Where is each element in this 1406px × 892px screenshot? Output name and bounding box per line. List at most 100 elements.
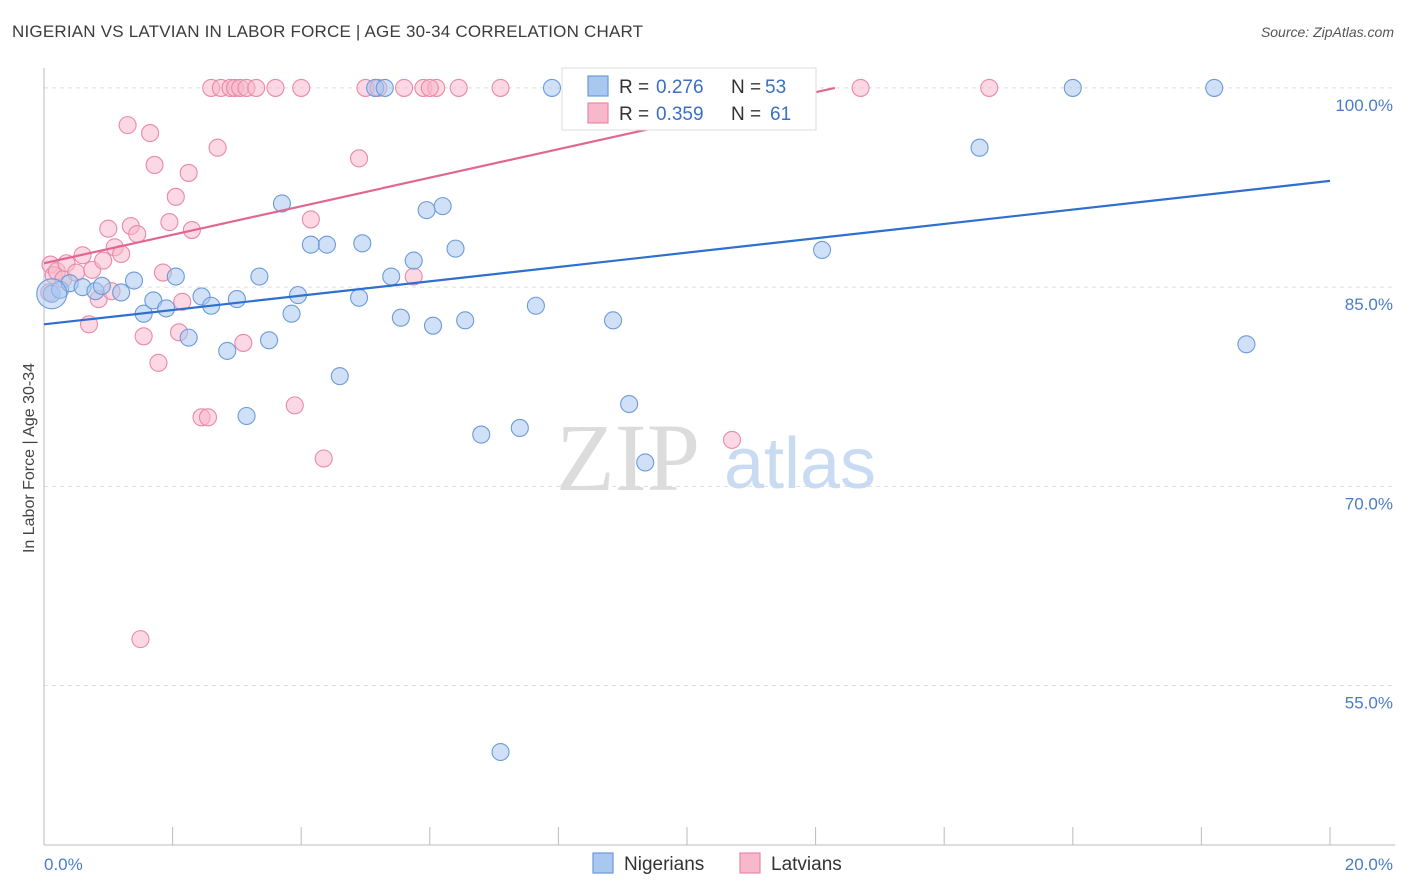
nigerian-point [491,742,510,762]
latvian-point [851,78,870,97]
watermark-zip: ZIP [556,404,700,511]
nigerian-point [237,406,256,426]
nigerian-point [542,78,562,97]
latvian-point [301,210,320,229]
nigerian-point [166,267,185,286]
x-tick-label: 0.0% [44,855,83,874]
bottom-legend-swatch-nigerians [592,852,614,874]
nigerian-point [330,367,349,386]
nigerian-point [456,311,475,330]
legend-swatch-latvians [587,102,609,124]
latvian-point [131,630,150,649]
gridlines [44,87,1395,687]
latvian-point [94,251,113,270]
latvian-point [160,213,179,232]
nigerian-point [250,267,269,286]
watermark-atlas: atlas [724,424,876,504]
nigerian-point [227,290,246,309]
nigerian-point [604,311,623,330]
legend-n-label: N = [731,77,761,98]
nigerian-point [636,453,655,472]
nigerian-point [510,418,529,437]
latvian-point [145,155,164,175]
nigerian-point [472,425,491,444]
y-tick-labels: 100.0% 85.0% 70.0% 55.0% [1335,96,1393,713]
legend-box: R = 0.276 N = 53 R = 0.359 N = 61 [561,67,817,131]
latvian-point [285,396,304,415]
legend-r-value: 0.359 [656,104,704,125]
latvian-point [980,78,999,97]
bottom-legend: Nigerians Latvians [592,852,842,875]
latvian-point [173,292,192,311]
latvian-point [234,333,253,352]
latvian-point [722,430,742,449]
nigerian-point [112,283,131,302]
nigerian-point [404,251,423,270]
watermark: ZIP atlas [556,404,876,511]
chart-source: Source: ZipAtlas.com [1260,24,1394,40]
nigerian-point [391,308,410,327]
latvian-point [266,78,285,97]
nigerian-point [218,341,237,360]
latvian-point [128,224,147,244]
nigerian-point [1205,78,1224,97]
nigerian-point [417,201,436,220]
y-tick-label: 55.0% [1345,694,1393,713]
nigerian-point [812,240,832,260]
bottom-legend-nigerians: Nigerians [624,854,704,875]
nigerian-point [375,78,394,97]
latvian-point [118,116,137,135]
latvian-point [449,78,468,97]
nigerian-point [259,331,279,350]
latvian-point [149,353,168,372]
x-tick-labels: 0.0% 20.0% [44,855,1393,874]
latvian-point [134,327,153,346]
nigerian-point [382,267,401,286]
nigerian-point [353,234,372,253]
legend-r-label: R = [619,77,649,98]
nigerian-point [282,304,301,323]
legend-n-label: N = [731,104,761,125]
y-tick-label: 85.0% [1345,295,1393,314]
nigerian-point [423,316,443,335]
nigerian-point [317,235,336,254]
latvian-point [491,78,510,97]
latvian-point [141,124,160,143]
y-tick-label: 70.0% [1345,494,1393,513]
legend-r-label: R = [619,104,649,125]
y-axis-label: In Labor Force | Age 30-34 [21,363,38,553]
legend-swatch-nigerians [587,75,609,97]
nigerian-point [179,328,198,347]
nigerian-point [350,288,369,307]
legend-n-value: 53 [765,77,786,98]
latvian-point [166,187,185,206]
legend-r-value: 0.276 [656,77,704,98]
axes [43,68,1395,846]
nigerian-point [272,194,291,213]
nigerian-point [124,271,144,290]
nigerian-point [1063,78,1082,97]
latvian-point [208,138,227,157]
nigerian-point [433,197,452,216]
latvian-point [198,408,218,427]
nigerian-point [36,278,68,310]
latvian-point [179,163,198,182]
nigerian-point [1237,335,1256,354]
y-tick-label: 100.0% [1335,96,1393,115]
nigerian-point [970,138,989,157]
bottom-legend-swatch-latvians [739,852,761,874]
nigerian-point [301,235,320,254]
nigerian-point [526,296,545,315]
latvian-point [247,78,266,97]
x-tick-label: 20.0% [1345,855,1393,874]
latvian-point [350,149,369,168]
nigerian-point [92,276,111,295]
latvian-point [395,78,414,97]
latvian-point [420,78,439,97]
latvian-point [314,449,333,468]
nigerian-point [446,239,465,258]
nigerian-point [144,291,163,310]
latvian-point [99,219,118,238]
bottom-legend-latvians: Latvians [771,854,842,875]
